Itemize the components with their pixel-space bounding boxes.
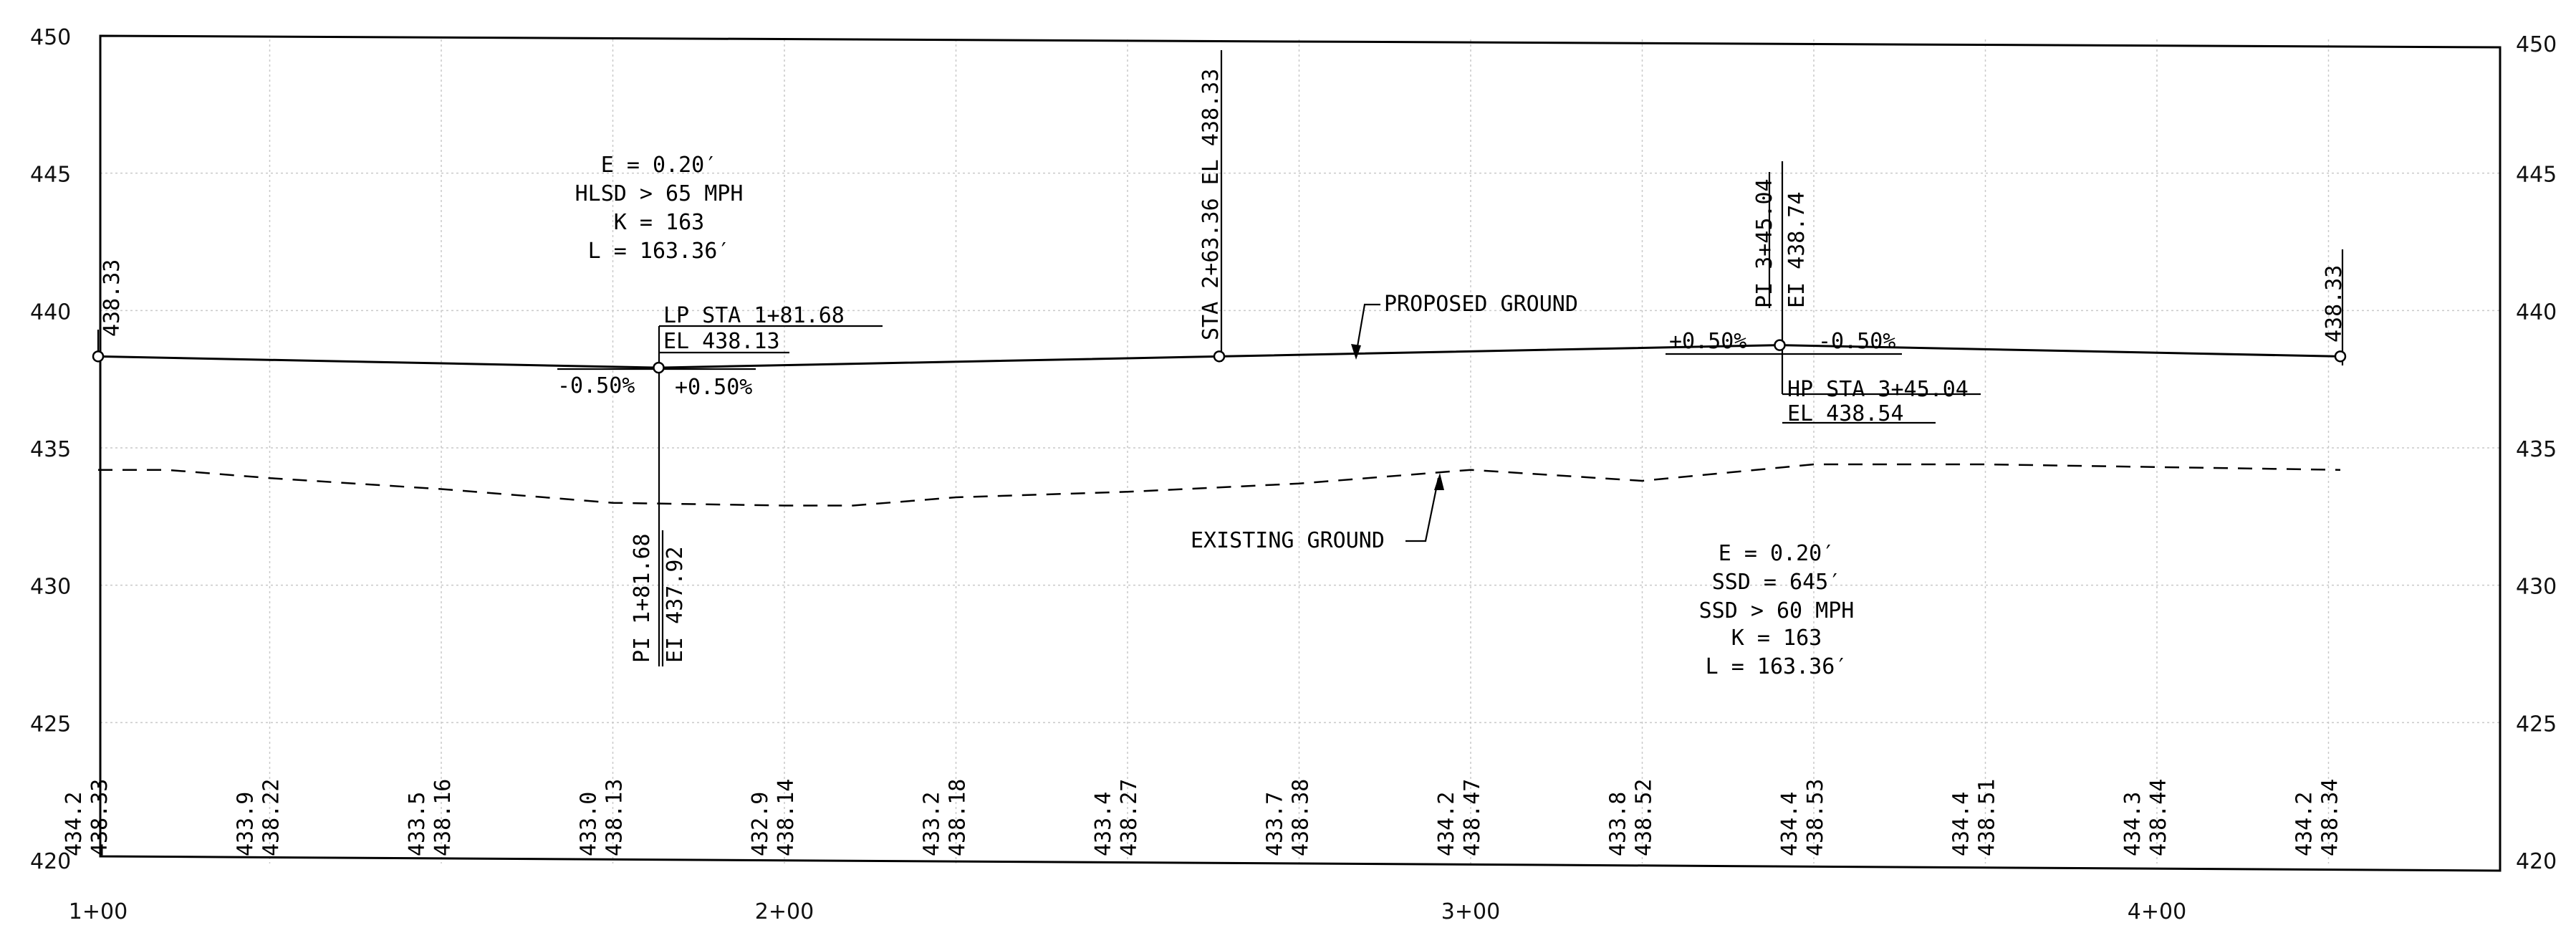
y-tick-label-left: 425 [30,712,71,737]
existing-elev-value: 433.5 [405,792,430,856]
y-tick-label-left: 445 [30,163,71,188]
crest-ssd-speed-label: SSD > 60 MPH [1699,598,1855,623]
end-elev-label: 438.33 [2322,265,2347,343]
existing-elev-value: 433.0 [577,792,602,856]
y-axis-right: 420 425 430 435 440 445 450 [2516,32,2557,874]
mid-station-label: STA 2+63.36 EL 438.33 [1198,69,1224,340]
x-tick-label: 2+00 [755,899,814,924]
existing-elev-value: 433.2 [920,792,945,856]
horizontal-gridlines [100,172,2500,724]
pvi-nodes [92,339,2347,374]
crest-ssd-label: SSD = 645′ [1712,570,1842,595]
pvi-node [2334,350,2347,363]
pi2-station-label: PI 3+45.04 [1752,178,1777,308]
proposed-elev-value: 438.16 [431,779,456,856]
existing-ground-arrow [1434,473,1444,490]
existing-elev-value: 433.7 [1263,792,1288,856]
pvi-node [1213,350,1226,363]
existing-ground-line [98,463,2341,507]
sag-curve-data: E = 0.20′ HLSD > 65 MPH K = 163 L = 163.… [575,153,744,264]
y-tick-label-left: 435 [30,437,71,462]
pi1-elevation-label: EI 437.92 [663,546,688,663]
pvi-node [1774,339,1786,351]
proposed-elev-value: 438.34 [2318,779,2343,856]
grade-right-out-label: -0.50% [1818,329,1895,354]
plot-frame [99,34,2501,872]
grade-left-out-label: +0.50% [675,375,752,400]
existing-elev-value: 434.2 [2292,792,2317,856]
pvi-node [92,350,105,363]
y-tick-label-left: 450 [30,25,71,50]
crest-l-label: L = 163.36′ [1706,654,1848,679]
proposed-elev-value: 438.51 [1975,779,2000,856]
proposed-elev-value: 438.38 [1289,779,1314,856]
existing-elev-value: 434.2 [1434,792,1459,856]
proposed-elev-value: 438.44 [2146,779,2171,856]
proposed-elev-value: 438.47 [1460,779,1485,856]
existing-elev-value: 434.4 [1949,792,1974,856]
proposed-elev-value: 438.52 [1632,779,1657,856]
existing-elev-value: 434.3 [2120,792,2145,856]
lp-station-label: LP STA 1+81.68 [663,303,845,328]
pvi-node [653,361,665,374]
crest-curve-data: E = 0.20′ SSD = 645′ SSD > 60 MPH K = 16… [1699,541,1855,679]
x-tick-label: 3+00 [1441,899,1500,924]
crest-k-label: K = 163 [1731,626,1822,651]
pi1-station-label: PI 1+81.68 [630,533,655,663]
grade-left-in-label: -0.50% [557,373,635,398]
y-tick-label-right: 440 [2516,300,2557,325]
y-tick-label-right: 435 [2516,437,2557,462]
proposed-ground-arrow [1351,344,1361,360]
existing-ground-leader [1405,477,1440,542]
vertical-gridlines [269,39,2330,863]
sag-l-label: L = 163.36′ [588,239,731,264]
proposed-ground-label: PROPOSED GROUND [1384,292,1578,317]
proposed-elev-value: 438.33 [87,779,112,856]
hp-elevation-label: EL 438.54 [1787,401,1904,426]
existing-elev-value: 433.4 [1091,792,1116,856]
proposed-elev-value: 438.53 [1803,779,1828,856]
crest-e-label: E = 0.20′ [1719,541,1835,566]
y-tick-label-left: 430 [30,575,71,600]
y-tick-label-right: 450 [2516,32,2557,57]
existing-elev-value: 434.2 [62,792,87,856]
y-tick-label-right: 425 [2516,712,2557,737]
existing-elev-value: 433.9 [234,792,259,856]
proposed-elev-value: 438.27 [1117,779,1142,856]
hp-station-label: HP STA 3+45.04 [1787,377,1969,402]
proposed-ground-leader [1355,303,1380,355]
lp-elevation-label: EL 438.13 [663,329,780,354]
existing-elev-value: 434.4 [1777,792,1802,856]
x-axis: 1+00 2+00 3+00 4+00 [69,899,2186,924]
proposed-elev-value: 438.14 [774,779,799,856]
existing-elev-value: 433.8 [1606,792,1631,856]
sag-k-label: K = 163 [614,210,704,235]
y-tick-label-left: 440 [30,300,71,325]
existing-ground-label: EXISTING GROUND [1191,528,1385,553]
proposed-elev-value: 438.13 [602,779,628,856]
proposed-elev-value: 438.22 [259,779,284,856]
x-tick-label: 1+00 [69,899,128,924]
y-tick-label-right: 420 [2516,849,2557,874]
sag-e-label: E = 0.20′ [601,153,718,178]
y-tick-label-left: 420 [30,849,71,874]
proposed-elev-value: 438.18 [946,779,971,856]
y-tick-label-right: 445 [2516,163,2557,188]
y-axis-left: 420 425 430 435 440 445 450 [30,25,71,874]
existing-elev-value: 432.9 [748,792,773,856]
pi2-elevation-label: EI 438.74 [1784,191,1810,308]
x-tick-label: 4+00 [2128,899,2186,924]
y-tick-label-right: 430 [2516,575,2557,600]
elevation-table: 434.2 438.33 433.9 438.22 433.5 438.16 433.0 43… [62,779,2343,856]
start-elev-label: 438.33 [100,259,125,337]
grade-right-in-label: +0.50% [1669,329,1746,354]
sag-hlsd-label: HLSD > 65 MPH [575,181,744,206]
